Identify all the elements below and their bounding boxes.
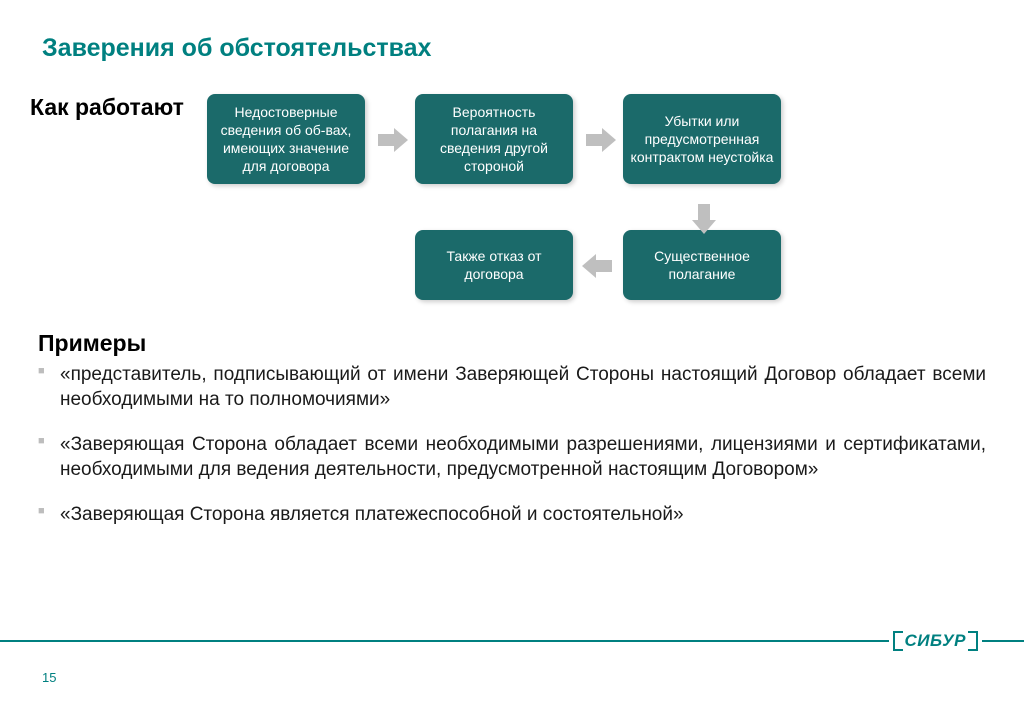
example-item: «Заверяющая Сторона обладает всеми необх…	[38, 432, 986, 482]
flow-box-label: Вероятность полагания на сведения другой…	[421, 103, 567, 176]
logo-text: СИБУР	[903, 631, 968, 651]
logo-bracket-right-icon	[968, 631, 978, 651]
arrow-down-icon	[692, 220, 716, 234]
flow-box-5: Также отказ от договора	[415, 230, 573, 300]
flow-box-2: Вероятность полагания на сведения другой…	[415, 94, 573, 184]
arrow-right-icon	[602, 128, 616, 152]
arrow-left-icon	[582, 254, 596, 278]
example-item: «представитель, подписывающий от имени З…	[38, 362, 986, 412]
flow-box-1: Недостоверные сведения об об-вах, имеющи…	[207, 94, 365, 184]
flow-box-label: Убытки или предусмотренная контрактом не…	[629, 112, 775, 167]
flow-box-label: Также отказ от договора	[421, 247, 567, 283]
examples-heading: Примеры	[38, 330, 146, 357]
slide: Заверения об обстоятельствах Как работаю…	[0, 0, 1024, 708]
arrow-right-icon	[394, 128, 408, 152]
flow-box-label: Недостоверные сведения об об-вах, имеющи…	[213, 103, 359, 176]
examples-list: «представитель, подписывающий от имени З…	[38, 362, 986, 547]
page-number: 15	[42, 670, 56, 685]
logo-bracket-left-icon	[893, 631, 903, 651]
flow-box-4: Существенное полагание	[623, 230, 781, 300]
logo: СИБУР	[889, 631, 982, 651]
how-it-works-heading: Как работают	[30, 94, 184, 121]
flow-box-3: Убытки или предусмотренная контрактом не…	[623, 94, 781, 184]
slide-title: Заверения об обстоятельствах	[42, 34, 431, 63]
footer-divider	[0, 640, 1024, 642]
flow-box-label: Существенное полагание	[629, 247, 775, 283]
example-item: «Заверяющая Сторона является платежеспос…	[38, 502, 986, 527]
